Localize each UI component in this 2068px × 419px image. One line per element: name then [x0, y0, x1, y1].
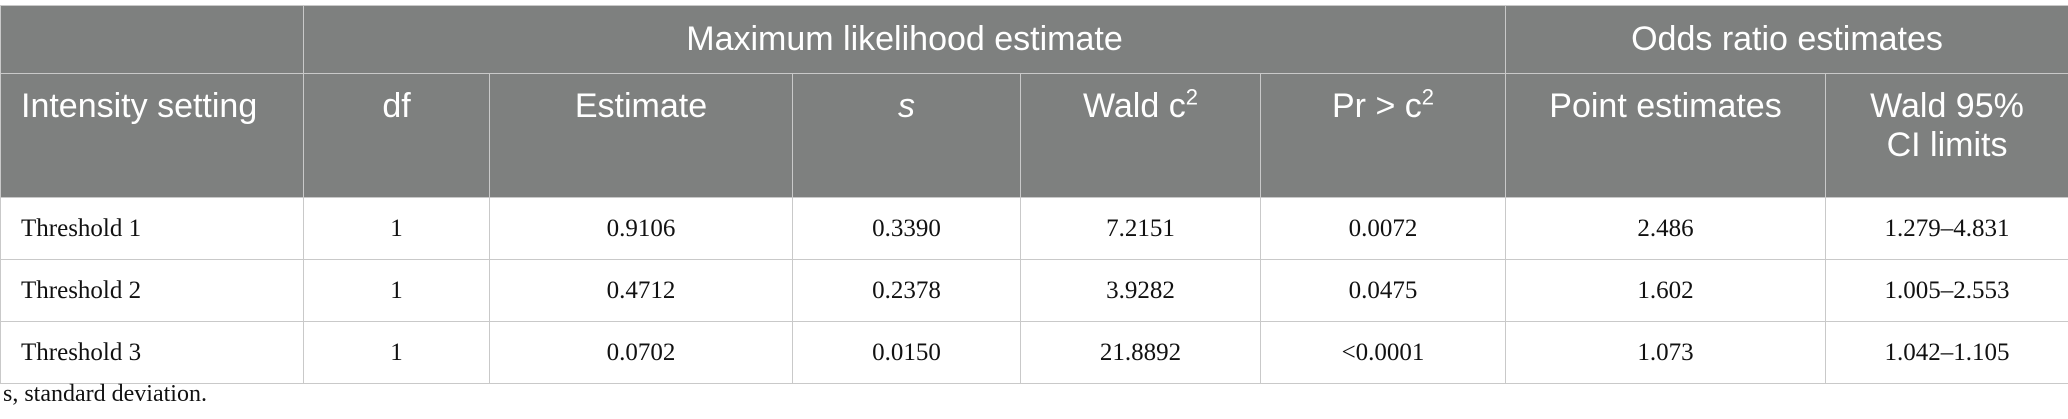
col-estimate: Estimate — [489, 73, 793, 198]
cell-df: 1 — [303, 321, 490, 384]
header-blank-cell — [0, 5, 304, 74]
cell-ci: 1.042–1.105 — [1824, 321, 2068, 384]
cell-wald: 3.9282 — [1020, 259, 1261, 322]
col-point-estimates: Point estimates — [1505, 73, 1826, 198]
table-body: Threshold 1 1 0.9106 0.3390 7.2151 0.007… — [0, 197, 2068, 384]
header-group-mle: Maximum likelihood estimate — [303, 5, 1506, 74]
col-intensity-setting: Intensity setting — [0, 73, 304, 198]
cell-s: 0.0150 — [792, 321, 1021, 384]
col-s: s — [792, 73, 1021, 198]
table-row: Threshold 1 1 0.9106 0.3390 7.2151 0.007… — [0, 197, 2068, 260]
col-pr-chi2: Pr > c2 — [1260, 73, 1506, 198]
table-footnote: s, standard deviation. — [3, 381, 207, 407]
cell-setting: Threshold 3 — [0, 321, 304, 384]
col-wald-label: Wald c — [1083, 87, 1186, 125]
col-wald-ci: Wald 95% CI limits — [1824, 73, 2068, 198]
col-ci-line2: CI limits — [1886, 126, 2008, 164]
cell-wald: 7.2151 — [1020, 197, 1261, 260]
cell-point: 1.602 — [1505, 259, 1826, 322]
table-row: Threshold 3 1 0.0702 0.0150 21.8892 <0.0… — [0, 321, 2068, 384]
col-pr-superscript: 2 — [1421, 84, 1434, 110]
col-df: df — [303, 73, 490, 198]
col-wald-superscript: 2 — [1185, 84, 1198, 110]
cell-point: 2.486 — [1505, 197, 1826, 260]
table-row: Threshold 2 1 0.4712 0.2378 3.9282 0.047… — [0, 259, 2068, 322]
cell-estimate: 0.4712 — [489, 259, 793, 322]
cell-pr: 0.0072 — [1260, 197, 1506, 260]
table-header: Maximum likelihood estimate Odds ratio e… — [0, 5, 2068, 198]
cell-s: 0.2378 — [792, 259, 1021, 322]
cell-setting: Threshold 2 — [0, 259, 304, 322]
cell-pr: <0.0001 — [1260, 321, 1506, 384]
cell-df: 1 — [303, 259, 490, 322]
header-column-row: Intensity setting df Estimate s Wald c2 … — [0, 73, 2068, 198]
cell-pr: 0.0475 — [1260, 259, 1506, 322]
cell-ci: 1.005–2.553 — [1824, 259, 2068, 322]
col-wald-chi2: Wald c2 — [1020, 73, 1261, 198]
header-group-row: Maximum likelihood estimate Odds ratio e… — [0, 5, 2068, 74]
cell-df: 1 — [303, 197, 490, 260]
cell-estimate: 0.0702 — [489, 321, 793, 384]
cell-wald: 21.8892 — [1020, 321, 1261, 384]
cell-s: 0.3390 — [792, 197, 1021, 260]
col-ci-line1: Wald 95% — [1870, 87, 2024, 125]
cell-estimate: 0.9106 — [489, 197, 793, 260]
results-table: Maximum likelihood estimate Odds ratio e… — [0, 5, 2068, 384]
cell-point: 1.073 — [1505, 321, 1826, 384]
col-pr-label: Pr > c — [1332, 87, 1422, 125]
cell-setting: Threshold 1 — [0, 197, 304, 260]
header-group-odds: Odds ratio estimates — [1504, 5, 2068, 74]
cell-ci: 1.279–4.831 — [1824, 197, 2068, 260]
